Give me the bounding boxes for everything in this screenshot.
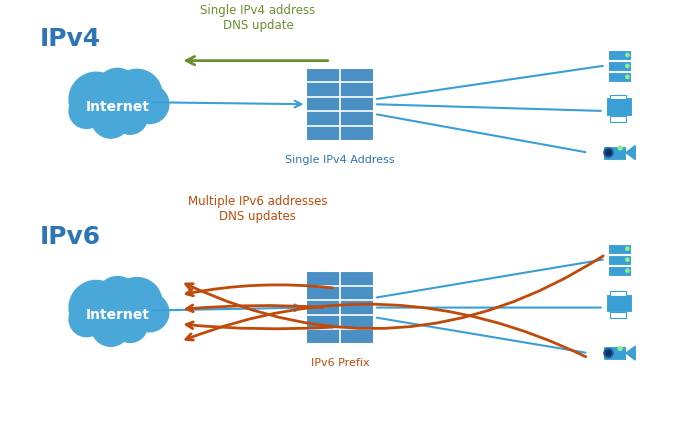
Circle shape <box>604 148 613 157</box>
FancyBboxPatch shape <box>608 266 631 276</box>
FancyArrowPatch shape <box>187 285 333 296</box>
Circle shape <box>113 308 148 342</box>
Circle shape <box>626 247 629 250</box>
Circle shape <box>606 350 611 356</box>
Circle shape <box>113 99 148 134</box>
FancyBboxPatch shape <box>608 254 631 265</box>
FancyBboxPatch shape <box>610 291 626 296</box>
Text: IPv4: IPv4 <box>40 27 101 51</box>
FancyArrowPatch shape <box>186 256 603 328</box>
Circle shape <box>130 85 169 124</box>
Circle shape <box>69 302 104 336</box>
Circle shape <box>69 94 104 129</box>
Text: Multiple IPv6 addresses
DNS updates: Multiple IPv6 addresses DNS updates <box>188 195 328 223</box>
Circle shape <box>606 150 611 155</box>
Circle shape <box>618 146 622 150</box>
Circle shape <box>111 69 162 120</box>
Text: Internet: Internet <box>86 100 150 114</box>
Text: Internet: Internet <box>86 308 150 322</box>
Text: IPv6: IPv6 <box>40 225 101 249</box>
Circle shape <box>626 258 629 261</box>
Circle shape <box>626 65 629 68</box>
Circle shape <box>626 53 629 56</box>
Polygon shape <box>626 146 635 159</box>
FancyBboxPatch shape <box>603 146 626 159</box>
Circle shape <box>91 99 130 138</box>
FancyBboxPatch shape <box>608 50 631 60</box>
FancyBboxPatch shape <box>306 271 374 344</box>
Circle shape <box>111 278 162 328</box>
FancyBboxPatch shape <box>610 95 626 99</box>
FancyArrowPatch shape <box>187 322 333 329</box>
Circle shape <box>626 269 629 272</box>
Polygon shape <box>626 346 635 360</box>
Text: Single IPv4 Address: Single IPv4 Address <box>285 155 395 164</box>
Circle shape <box>69 280 123 335</box>
FancyBboxPatch shape <box>606 97 633 116</box>
FancyBboxPatch shape <box>603 346 626 360</box>
FancyBboxPatch shape <box>608 244 631 254</box>
Text: Single IPv4 address
DNS update: Single IPv4 address DNS update <box>200 4 315 31</box>
Circle shape <box>618 346 622 350</box>
Circle shape <box>91 308 130 346</box>
FancyBboxPatch shape <box>610 312 626 318</box>
FancyBboxPatch shape <box>306 68 374 141</box>
Circle shape <box>96 276 139 319</box>
Text: IPv6 Prefix: IPv6 Prefix <box>311 358 370 368</box>
Circle shape <box>96 69 139 111</box>
Circle shape <box>130 293 169 332</box>
FancyBboxPatch shape <box>606 294 633 312</box>
Circle shape <box>604 349 613 358</box>
FancyBboxPatch shape <box>608 61 631 71</box>
Circle shape <box>626 75 629 78</box>
FancyArrowPatch shape <box>186 304 585 357</box>
Circle shape <box>69 72 123 126</box>
FancyBboxPatch shape <box>610 116 626 121</box>
FancyArrowPatch shape <box>187 305 323 312</box>
FancyBboxPatch shape <box>608 72 631 82</box>
